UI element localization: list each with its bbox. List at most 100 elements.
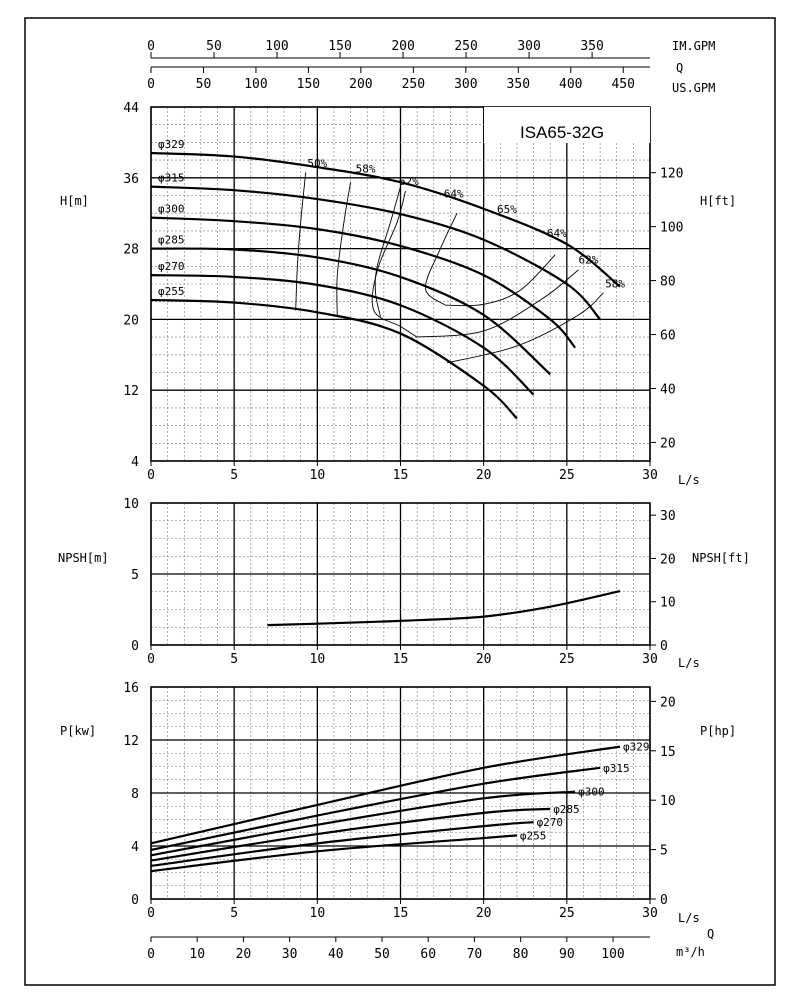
m3h-tick-label: 100 [601, 947, 624, 962]
head-m-tick-label: 12 [123, 384, 139, 399]
power-curve-label: φ300 [578, 786, 605, 799]
power-flow-tick-label: 10 [310, 906, 326, 921]
head-m-tick-label: 20 [123, 313, 139, 328]
npsh-flow-tick-label: 0 [147, 652, 155, 667]
head-flow-tick-label: 20 [476, 468, 492, 483]
power-kw-tick-label: 4 [131, 840, 139, 855]
npsh-m-tick-label: 5 [131, 568, 139, 583]
us-gpm-tick-label: 250 [402, 77, 425, 92]
npsh-ft-tick-label: 20 [660, 552, 676, 567]
m3h-tick-label: 0 [147, 947, 155, 962]
head-curve-label: φ315 [158, 172, 185, 185]
head-m-tick-label: 4 [131, 455, 139, 470]
power-curve [150, 807, 551, 862]
us-gpm-tick-label: 450 [611, 77, 634, 92]
power-curve-label: φ255 [520, 829, 547, 842]
im-gpm-tick-label: 100 [265, 39, 288, 54]
outer-border [24, 17, 776, 986]
head-ft-tick-label: 100 [660, 221, 683, 236]
flow-ls-label-2: L/s [678, 656, 700, 670]
head-curve [150, 185, 601, 321]
m3h-label: m³/h [676, 945, 705, 959]
us-gpm-tick-label: 350 [507, 77, 530, 92]
power-flow-tick-label: 30 [642, 906, 658, 921]
power-kw-tick-label: 12 [123, 734, 139, 749]
us-gpm-label: US.GPM [672, 81, 715, 95]
power-curve [150, 834, 518, 873]
head-ft-tick-label: 120 [660, 167, 683, 182]
power-flow-tick-label: 0 [147, 906, 155, 921]
npsh-flow-tick-label: 25 [559, 652, 575, 667]
m3h-tick-label: 20 [236, 947, 252, 962]
m3h-tick-label: 10 [189, 947, 205, 962]
power-flow-tick-label: 20 [476, 906, 492, 921]
im-gpm-tick-label: 300 [517, 39, 540, 54]
npsh-flow-tick-label: 15 [393, 652, 409, 667]
power-kw-tick-label: 16 [123, 681, 139, 696]
im-gpm-tick-label: 200 [391, 39, 414, 54]
power-curve [150, 821, 534, 867]
head-curve [150, 216, 577, 349]
power-curve [150, 766, 601, 852]
head-flow-tick-label: 10 [310, 468, 326, 483]
power-kw-tick-label: 0 [131, 893, 139, 908]
efficiency-curve [336, 182, 352, 317]
power-hp-tick-label: 5 [660, 844, 668, 859]
title-box [484, 107, 650, 143]
efficiency-curve [415, 269, 579, 338]
power-flow-tick-label: 25 [559, 906, 575, 921]
m3h-tick-label: 50 [374, 947, 390, 962]
head-curve-label: φ270 [158, 260, 185, 273]
power-curve-label: φ315 [603, 762, 630, 775]
head-curve [150, 151, 621, 288]
npsh-curve [267, 589, 621, 627]
head-curve-label: φ255 [158, 285, 185, 298]
head-ft-tick-label: 20 [660, 436, 676, 451]
us-gpm-tick-label: 200 [349, 77, 372, 92]
head-ft-tick-label: 40 [660, 383, 676, 398]
power-curve-label: φ270 [537, 816, 564, 829]
im-gpm-tick-label: 150 [328, 39, 351, 54]
npsh-ft-tick-label: 30 [660, 509, 676, 524]
head-flow-tick-label: 30 [642, 468, 658, 483]
head-flow-tick-label: 15 [393, 468, 409, 483]
power-hp-label: P[hp] [700, 724, 736, 738]
npsh-flow-tick-label: 5 [230, 652, 238, 667]
power-curve-label: φ285 [553, 803, 580, 816]
npsh-flow-tick-label: 20 [476, 652, 492, 667]
head-m-tick-label: 44 [123, 101, 139, 116]
head-ft-tick-label: 80 [660, 275, 676, 290]
head-panel: 50% 58%62%64%65%64%62%58% φ329φ315φ300φ28… [60, 101, 736, 487]
head-curve-label: φ300 [158, 203, 185, 216]
npsh-ft-label: NPSH[ft] [692, 551, 750, 565]
flow-ls-label-1: L/s [678, 473, 700, 487]
power-hp-tick-label: 0 [660, 893, 668, 908]
im-gpm-label: IM.GPM [672, 39, 715, 53]
us-gpm-tick-label: 0 [147, 77, 155, 92]
power-hp-tick-label: 10 [660, 794, 676, 809]
chart-title: ISA65-32G [520, 123, 604, 142]
efficiency-curve [374, 186, 401, 317]
head-m-label: H[m] [60, 194, 89, 208]
head-curve [150, 274, 535, 396]
power-kw-tick-label: 8 [131, 787, 139, 802]
head-m-tick-label: 28 [123, 243, 139, 258]
power-curve-label: φ329 [623, 741, 650, 754]
npsh-m-label: NPSH[m] [58, 551, 109, 565]
npsh-m-tick-label: 10 [123, 497, 139, 512]
power-hp-tick-label: 20 [660, 695, 676, 710]
head-curve [150, 247, 551, 376]
npsh-ft-tick-label: 0 [660, 639, 668, 654]
power-curve [150, 745, 621, 845]
npsh-flow-tick-label: 30 [642, 652, 658, 667]
im-gpm-tick-label: 250 [454, 39, 477, 54]
power-flow-tick-label: 15 [393, 906, 409, 921]
power-kw-label: P[kw] [60, 724, 96, 738]
us-gpm-tick-label: 400 [559, 77, 582, 92]
head-m-tick-label: 36 [123, 172, 139, 187]
head-ft-label: H[ft] [700, 194, 736, 208]
im-gpm-tick-label: 0 [147, 39, 155, 54]
efficiency-label: 58% [356, 162, 376, 175]
